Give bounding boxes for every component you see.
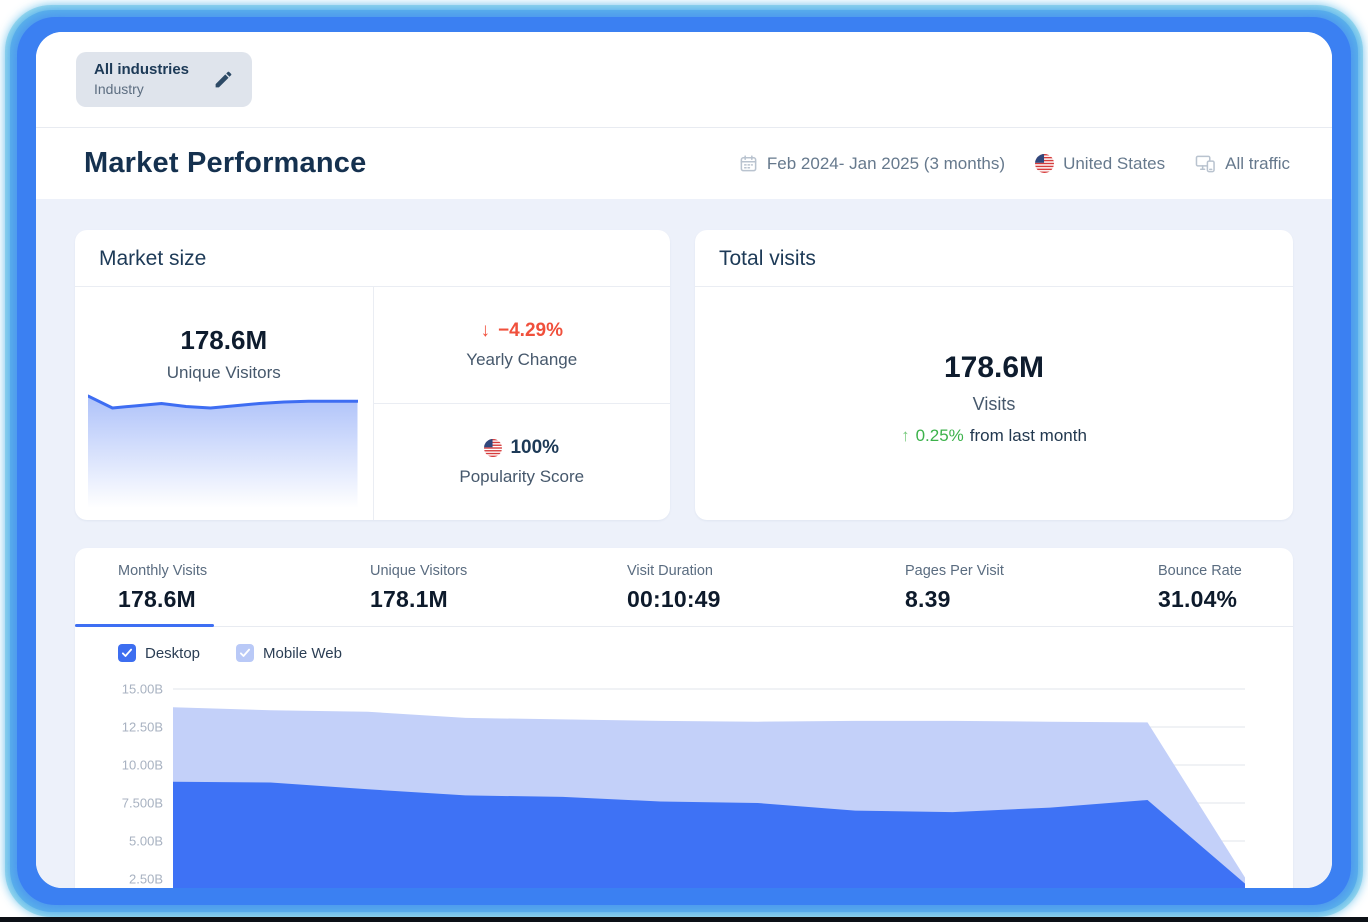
up-arrow-icon: ↑: [901, 426, 910, 445]
calendar-icon: [739, 154, 758, 173]
header-filters: Feb 2024- Jan 2025 (3 months): [739, 154, 1290, 174]
popularity-score-cell: 100% Popularity Score: [373, 403, 670, 520]
legend-checkbox-mobile-web[interactable]: Mobile Web: [236, 644, 342, 662]
page-header: Market Performance Feb 2024- Jan 202: [36, 128, 1332, 199]
metric-tab-visit-duration[interactable]: Visit Duration 00:10:49: [584, 563, 862, 613]
metric-tab-bounce-rate[interactable]: Bounce Rate 31.04%: [1115, 563, 1293, 613]
metric-tab-monthly-visits[interactable]: Monthly Visits 178.6M: [75, 563, 327, 627]
total-visits-label: Visits: [972, 394, 1016, 414]
unique-visitors-label: Unique Visitors: [166, 363, 281, 382]
us-flag-icon: [484, 439, 503, 457]
change-percent: 0.25%: [915, 426, 964, 445]
unique-visitors-sparkline: [88, 390, 358, 508]
yearly-change-label: Yearly Change: [466, 350, 578, 369]
traffic-filter[interactable]: All traffic: [1195, 154, 1290, 174]
metric-tab-unique-visitors[interactable]: Unique Visitors 178.1M: [327, 563, 584, 613]
total-visits-title: Total visits: [695, 230, 1293, 287]
screen-bottom-edge: [0, 917, 1368, 922]
legend-label: Desktop: [145, 644, 201, 662]
metric-label: Visit Duration: [627, 563, 713, 579]
checkbox-icon[interactable]: [118, 644, 136, 662]
industry-value: All industries: [94, 61, 190, 78]
total-visits-card: Total visits 178.6M Visits ↑ 0.25% from …: [695, 230, 1293, 520]
metric-value: 178.6M: [118, 586, 196, 612]
metric-label: Unique Visitors: [370, 563, 468, 579]
metric-label: Monthly Visits: [118, 563, 208, 579]
total-visits-value: 178.6M: [943, 351, 1045, 384]
svg-text:12.50B: 12.50B: [122, 720, 163, 735]
svg-text:7.500B: 7.500B: [122, 796, 163, 811]
topbar: All industries Industry: [36, 32, 1332, 128]
metric-label: Bounce Rate: [1158, 563, 1242, 579]
svg-text:15.00B: 15.00B: [122, 682, 163, 697]
down-arrow-icon: ↓: [480, 320, 491, 341]
change-suffix: from last month: [969, 426, 1087, 445]
app-window: All industries Industry Market Performan…: [36, 32, 1332, 888]
metric-value: 178.1M: [370, 586, 448, 612]
country-label: United States: [1063, 153, 1166, 173]
industry-filter-badge[interactable]: All industries Industry: [76, 52, 253, 107]
traffic-metrics-card: Monthly Visits 178.6M Unique Visitors 178.1…: [75, 548, 1293, 888]
metric-value: 8.39: [905, 586, 951, 612]
chart-legend: Desktop Mobile Web: [75, 627, 1293, 670]
metric-value: 00:10:49: [627, 586, 721, 612]
date-range-label: Feb 2024- Jan 2025 (3 months): [766, 153, 1006, 173]
page-title: Market Performance: [84, 147, 367, 179]
checkbox-icon[interactable]: [236, 644, 255, 662]
popularity-score-value: 100%: [510, 437, 560, 458]
svg-text:5.00B: 5.00B: [129, 834, 163, 849]
traffic-label: All traffic: [1225, 153, 1290, 173]
total-visits-change: ↑ 0.25% from last month: [901, 426, 1087, 446]
legend-checkbox-desktop[interactable]: Desktop: [118, 644, 200, 662]
metric-tab-pages-per-visit[interactable]: Pages Per Visit 8.39: [862, 563, 1115, 613]
popularity-score-label: Popularity Score: [459, 467, 585, 486]
devices-icon: [1195, 154, 1216, 173]
industry-label: Industry: [94, 81, 144, 97]
country-filter[interactable]: United States: [1035, 154, 1165, 174]
unique-visitors-value: 178.6M: [180, 325, 268, 355]
svg-text:2.50B: 2.50B: [129, 872, 163, 887]
date-range-filter[interactable]: Feb 2024- Jan 2025 (3 months): [739, 154, 1005, 174]
legend-label: Mobile Web: [263, 644, 342, 662]
market-size-card: Market size 178.6M Unique Visitors: [75, 230, 670, 520]
yearly-change-value: −4.29%: [498, 320, 563, 341]
market-size-title: Market size: [75, 230, 670, 287]
metric-label: Pages Per Visit: [905, 563, 1004, 579]
unique-visitors-cell: 178.6M Unique Visitors: [75, 287, 373, 520]
yearly-change-cell: ↓ −4.29% Yearly Change: [374, 287, 671, 403]
traffic-chart-svg: 15.00B 12.50B 10.00B 7.500B 5.00B 2.50B: [122, 682, 1245, 888]
traffic-chart: 15.00B 12.50B 10.00B 7.500B 5.00B 2.50B: [75, 676, 1293, 888]
svg-text:10.00B: 10.00B: [122, 758, 163, 773]
metrics-row: Monthly Visits 178.6M Unique Visitors 178.1…: [75, 548, 1293, 627]
edit-pencil-icon[interactable]: [213, 69, 234, 90]
dashboard-content: Market size 178.6M Unique Visitors: [36, 199, 1332, 888]
metric-value: 31.04%: [1158, 586, 1238, 612]
us-flag-icon: [1035, 154, 1055, 173]
